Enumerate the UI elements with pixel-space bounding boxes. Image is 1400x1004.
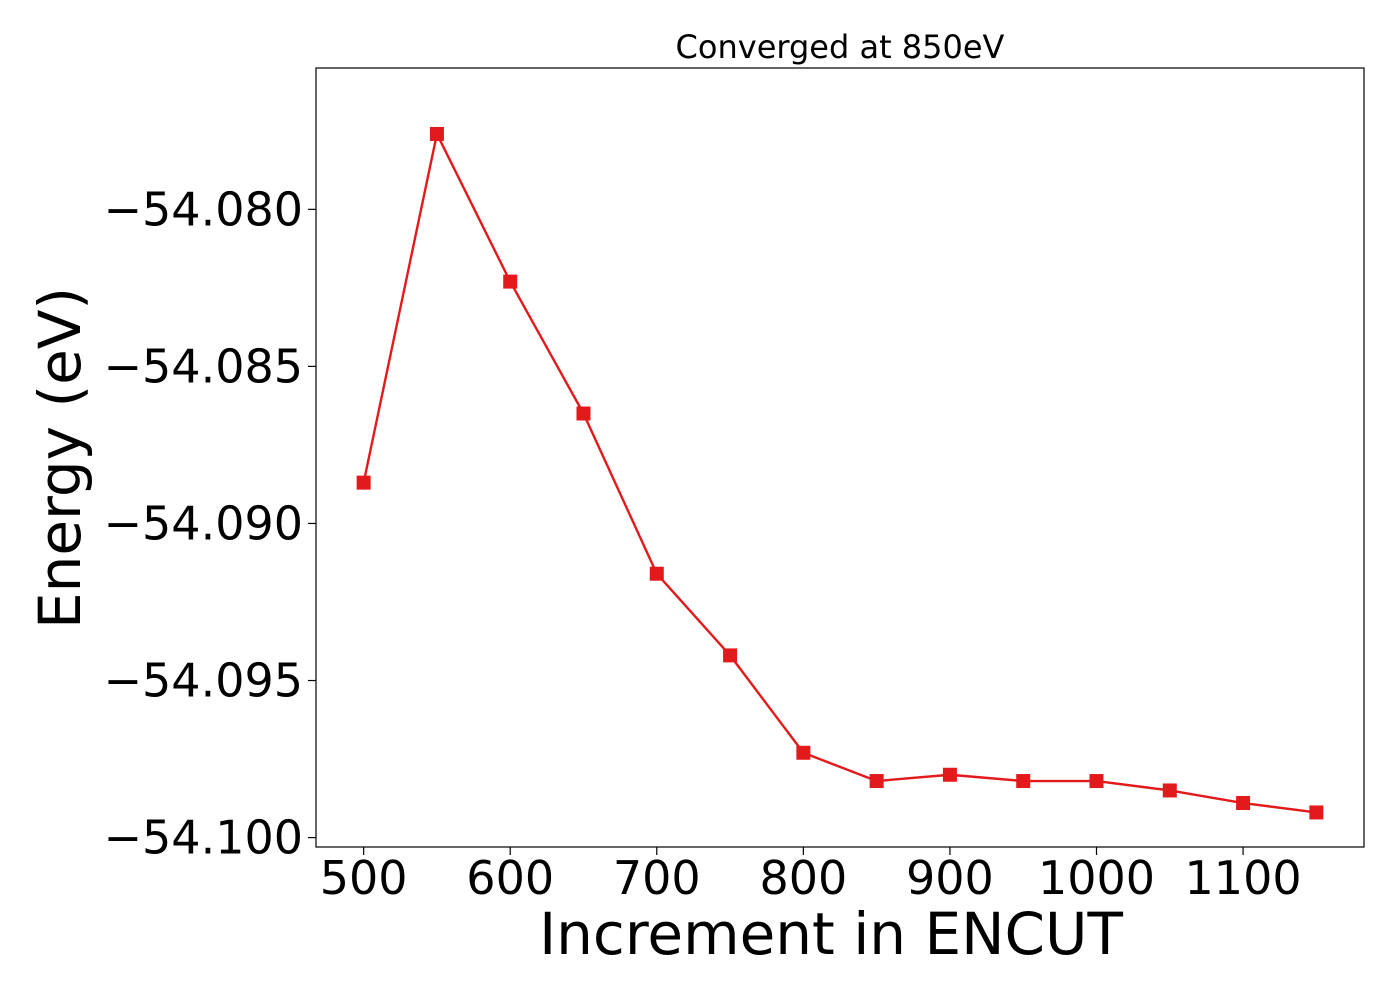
- x-tick-label: 1100: [1185, 851, 1302, 905]
- y-tick-label: −54.080: [104, 182, 304, 236]
- data-point-2: [503, 274, 518, 289]
- data-point-3: [576, 406, 591, 421]
- x-tick-label: 700: [613, 851, 701, 905]
- data-point-8: [942, 767, 957, 782]
- data-point-9: [1016, 774, 1031, 789]
- data-point-10: [1089, 774, 1104, 789]
- series-layer: [356, 126, 1324, 820]
- x-tick-label: 500: [320, 851, 408, 905]
- chart-title: Converged at 850eV: [676, 28, 1005, 66]
- x-tick-label: 600: [466, 851, 554, 905]
- y-axis-label: Energy (eV): [26, 287, 94, 629]
- data-point-12: [1236, 796, 1251, 811]
- data-point-5: [723, 648, 738, 663]
- data-point-4: [649, 566, 664, 581]
- data-point-1: [429, 126, 444, 141]
- x-tick-label: 900: [906, 851, 994, 905]
- y-tick-label: −54.100: [104, 811, 304, 865]
- x-axis-label: Increment in ENCUT: [539, 900, 1123, 968]
- data-point-7: [869, 774, 884, 789]
- x-tick-label: 800: [759, 851, 847, 905]
- y-tick-label: −54.095: [104, 654, 304, 708]
- series-line-0: [362, 132, 1317, 814]
- data-point-6: [796, 745, 811, 760]
- x-axis: 500 600 700 800 900 1000 1100: [320, 847, 1302, 905]
- y-axis: −54.080 −54.085 −54.090 −54.095 −54.100: [104, 182, 316, 865]
- y-tick-label: −54.090: [104, 496, 304, 550]
- data-point-13: [1309, 805, 1324, 820]
- x-tick-label: 1000: [1038, 851, 1155, 905]
- plot-frame: [315, 67, 1365, 848]
- data-point-11: [1162, 783, 1177, 798]
- y-tick-label: −54.085: [104, 339, 304, 393]
- data-point-0: [356, 475, 371, 490]
